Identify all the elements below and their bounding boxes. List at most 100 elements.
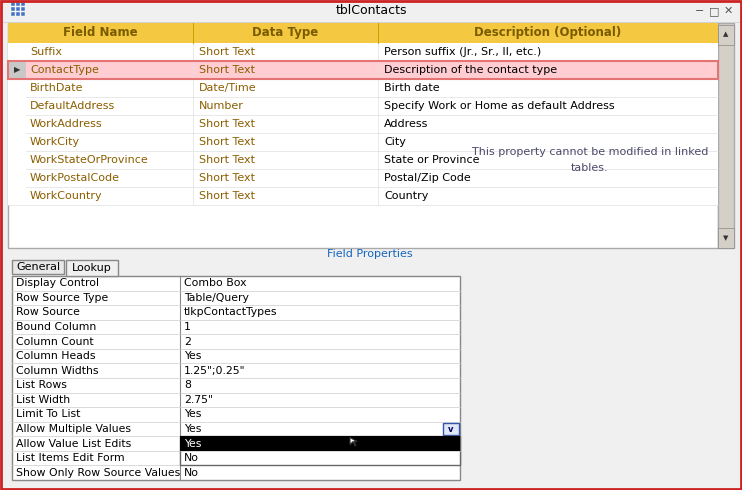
Text: State or Province: State or Province [384, 155, 479, 165]
Text: 8: 8 [184, 380, 191, 391]
Text: Column Count: Column Count [16, 337, 93, 346]
Bar [8, 23, 718, 248]
Bar [21, 7, 25, 11]
Bar [16, 12, 20, 16]
Text: v: v [448, 424, 454, 434]
Text: WorkCity: WorkCity [30, 137, 80, 147]
Text: Display Control: Display Control [16, 278, 99, 288]
Text: Yes: Yes [184, 410, 201, 419]
Text: Country: Country [384, 191, 428, 201]
Text: Short Text: Short Text [199, 191, 255, 201]
Bar [8, 133, 718, 151]
Text: This property cannot be modified in linked: This property cannot be modified in link… [472, 147, 708, 157]
Text: 2.75": 2.75" [184, 395, 213, 405]
Bar [8, 61, 26, 79]
Text: Allow Multiple Values: Allow Multiple Values [16, 424, 131, 434]
Text: Bound Column: Bound Column [16, 322, 96, 332]
Text: Short Text: Short Text [199, 119, 255, 129]
Text: ▲: ▲ [723, 31, 729, 37]
Text: WorkCountry: WorkCountry [30, 191, 102, 201]
Text: ContactType: ContactType [30, 65, 99, 75]
Text: Yes: Yes [184, 424, 201, 434]
Bar [8, 61, 718, 79]
Bar [8, 43, 26, 61]
Text: Limit To List: Limit To List [16, 410, 80, 419]
Bar [11, 12, 15, 16]
Text: tables.: tables. [571, 163, 609, 173]
Bar [16, 7, 20, 11]
Text: Number: Number [199, 101, 244, 111]
Text: Date/Time: Date/Time [199, 83, 257, 93]
Text: 1.25";0.25": 1.25";0.25" [184, 366, 246, 376]
Text: DefaultAddress: DefaultAddress [30, 101, 115, 111]
Bar [8, 187, 26, 205]
Bar [8, 61, 718, 79]
Text: ▼: ▼ [723, 235, 729, 241]
Text: BirthDate: BirthDate [30, 83, 84, 93]
Text: Row Source: Row Source [16, 307, 80, 318]
Bar [8, 151, 718, 169]
Polygon shape [350, 438, 357, 445]
Text: Data Type: Data Type [252, 26, 318, 40]
Text: General: General [16, 262, 60, 272]
Text: City: City [384, 137, 406, 147]
Bar [8, 169, 718, 187]
Text: □: □ [709, 6, 719, 16]
Text: No: No [184, 468, 199, 478]
Text: List Items Edit Form: List Items Edit Form [16, 453, 125, 463]
Text: 1: 1 [184, 322, 191, 332]
Text: ✕: ✕ [723, 6, 732, 16]
Text: List Width: List Width [16, 395, 70, 405]
Text: Birth date: Birth date [384, 83, 439, 93]
Text: WorkStateOrProvince: WorkStateOrProvince [30, 155, 148, 165]
Text: Table/Query: Table/Query [184, 293, 249, 303]
Text: Description of the contact type: Description of the contact type [384, 65, 557, 75]
Text: Address: Address [384, 119, 428, 129]
Text: Short Text: Short Text [199, 65, 255, 75]
Bar [8, 258, 738, 488]
Bar [8, 169, 26, 187]
Bar [11, 2, 15, 6]
Text: Combo Box: Combo Box [184, 278, 246, 288]
Bar [443, 423, 459, 435]
Text: Column Heads: Column Heads [16, 351, 96, 361]
Text: tlkpContactTypes: tlkpContactTypes [184, 307, 278, 318]
Text: 2: 2 [184, 337, 191, 346]
Text: Specify Work or Home as default Address: Specify Work or Home as default Address [384, 101, 614, 111]
Bar [718, 23, 734, 248]
Bar [12, 260, 64, 274]
Bar [2, 0, 740, 22]
Text: No: No [184, 453, 199, 463]
Bar [180, 436, 460, 451]
Bar [66, 260, 118, 276]
Text: −: − [695, 6, 705, 16]
Text: Field Properties: Field Properties [327, 249, 413, 259]
Text: List Rows: List Rows [16, 380, 67, 391]
Text: Short Text: Short Text [199, 137, 255, 147]
Bar [12, 276, 460, 480]
Text: Yes: Yes [184, 439, 201, 448]
Text: Lookup: Lookup [72, 263, 112, 273]
Text: Column Widths: Column Widths [16, 366, 99, 376]
Text: Allow Value List Edits: Allow Value List Edits [16, 439, 131, 448]
Text: Description (Optional): Description (Optional) [474, 26, 622, 40]
Bar [8, 97, 26, 115]
Text: Suffix: Suffix [30, 47, 62, 57]
Bar [8, 79, 26, 97]
Bar [8, 43, 718, 61]
Text: tblContacts: tblContacts [335, 4, 407, 18]
Bar [21, 12, 25, 16]
Text: Short Text: Short Text [199, 155, 255, 165]
Bar [8, 23, 718, 43]
Text: WorkPostalCode: WorkPostalCode [30, 173, 120, 183]
Bar [8, 133, 26, 151]
Text: Postal/Zip Code: Postal/Zip Code [384, 173, 470, 183]
Bar [718, 25, 734, 45]
Text: Yes: Yes [184, 439, 201, 448]
Text: ▶: ▶ [14, 66, 20, 74]
Bar [8, 187, 718, 205]
Bar [16, 2, 20, 6]
Bar [8, 115, 718, 133]
Text: Person suffix (Jr., Sr., II, etc.): Person suffix (Jr., Sr., II, etc.) [384, 47, 541, 57]
Text: Short Text: Short Text [199, 47, 255, 57]
